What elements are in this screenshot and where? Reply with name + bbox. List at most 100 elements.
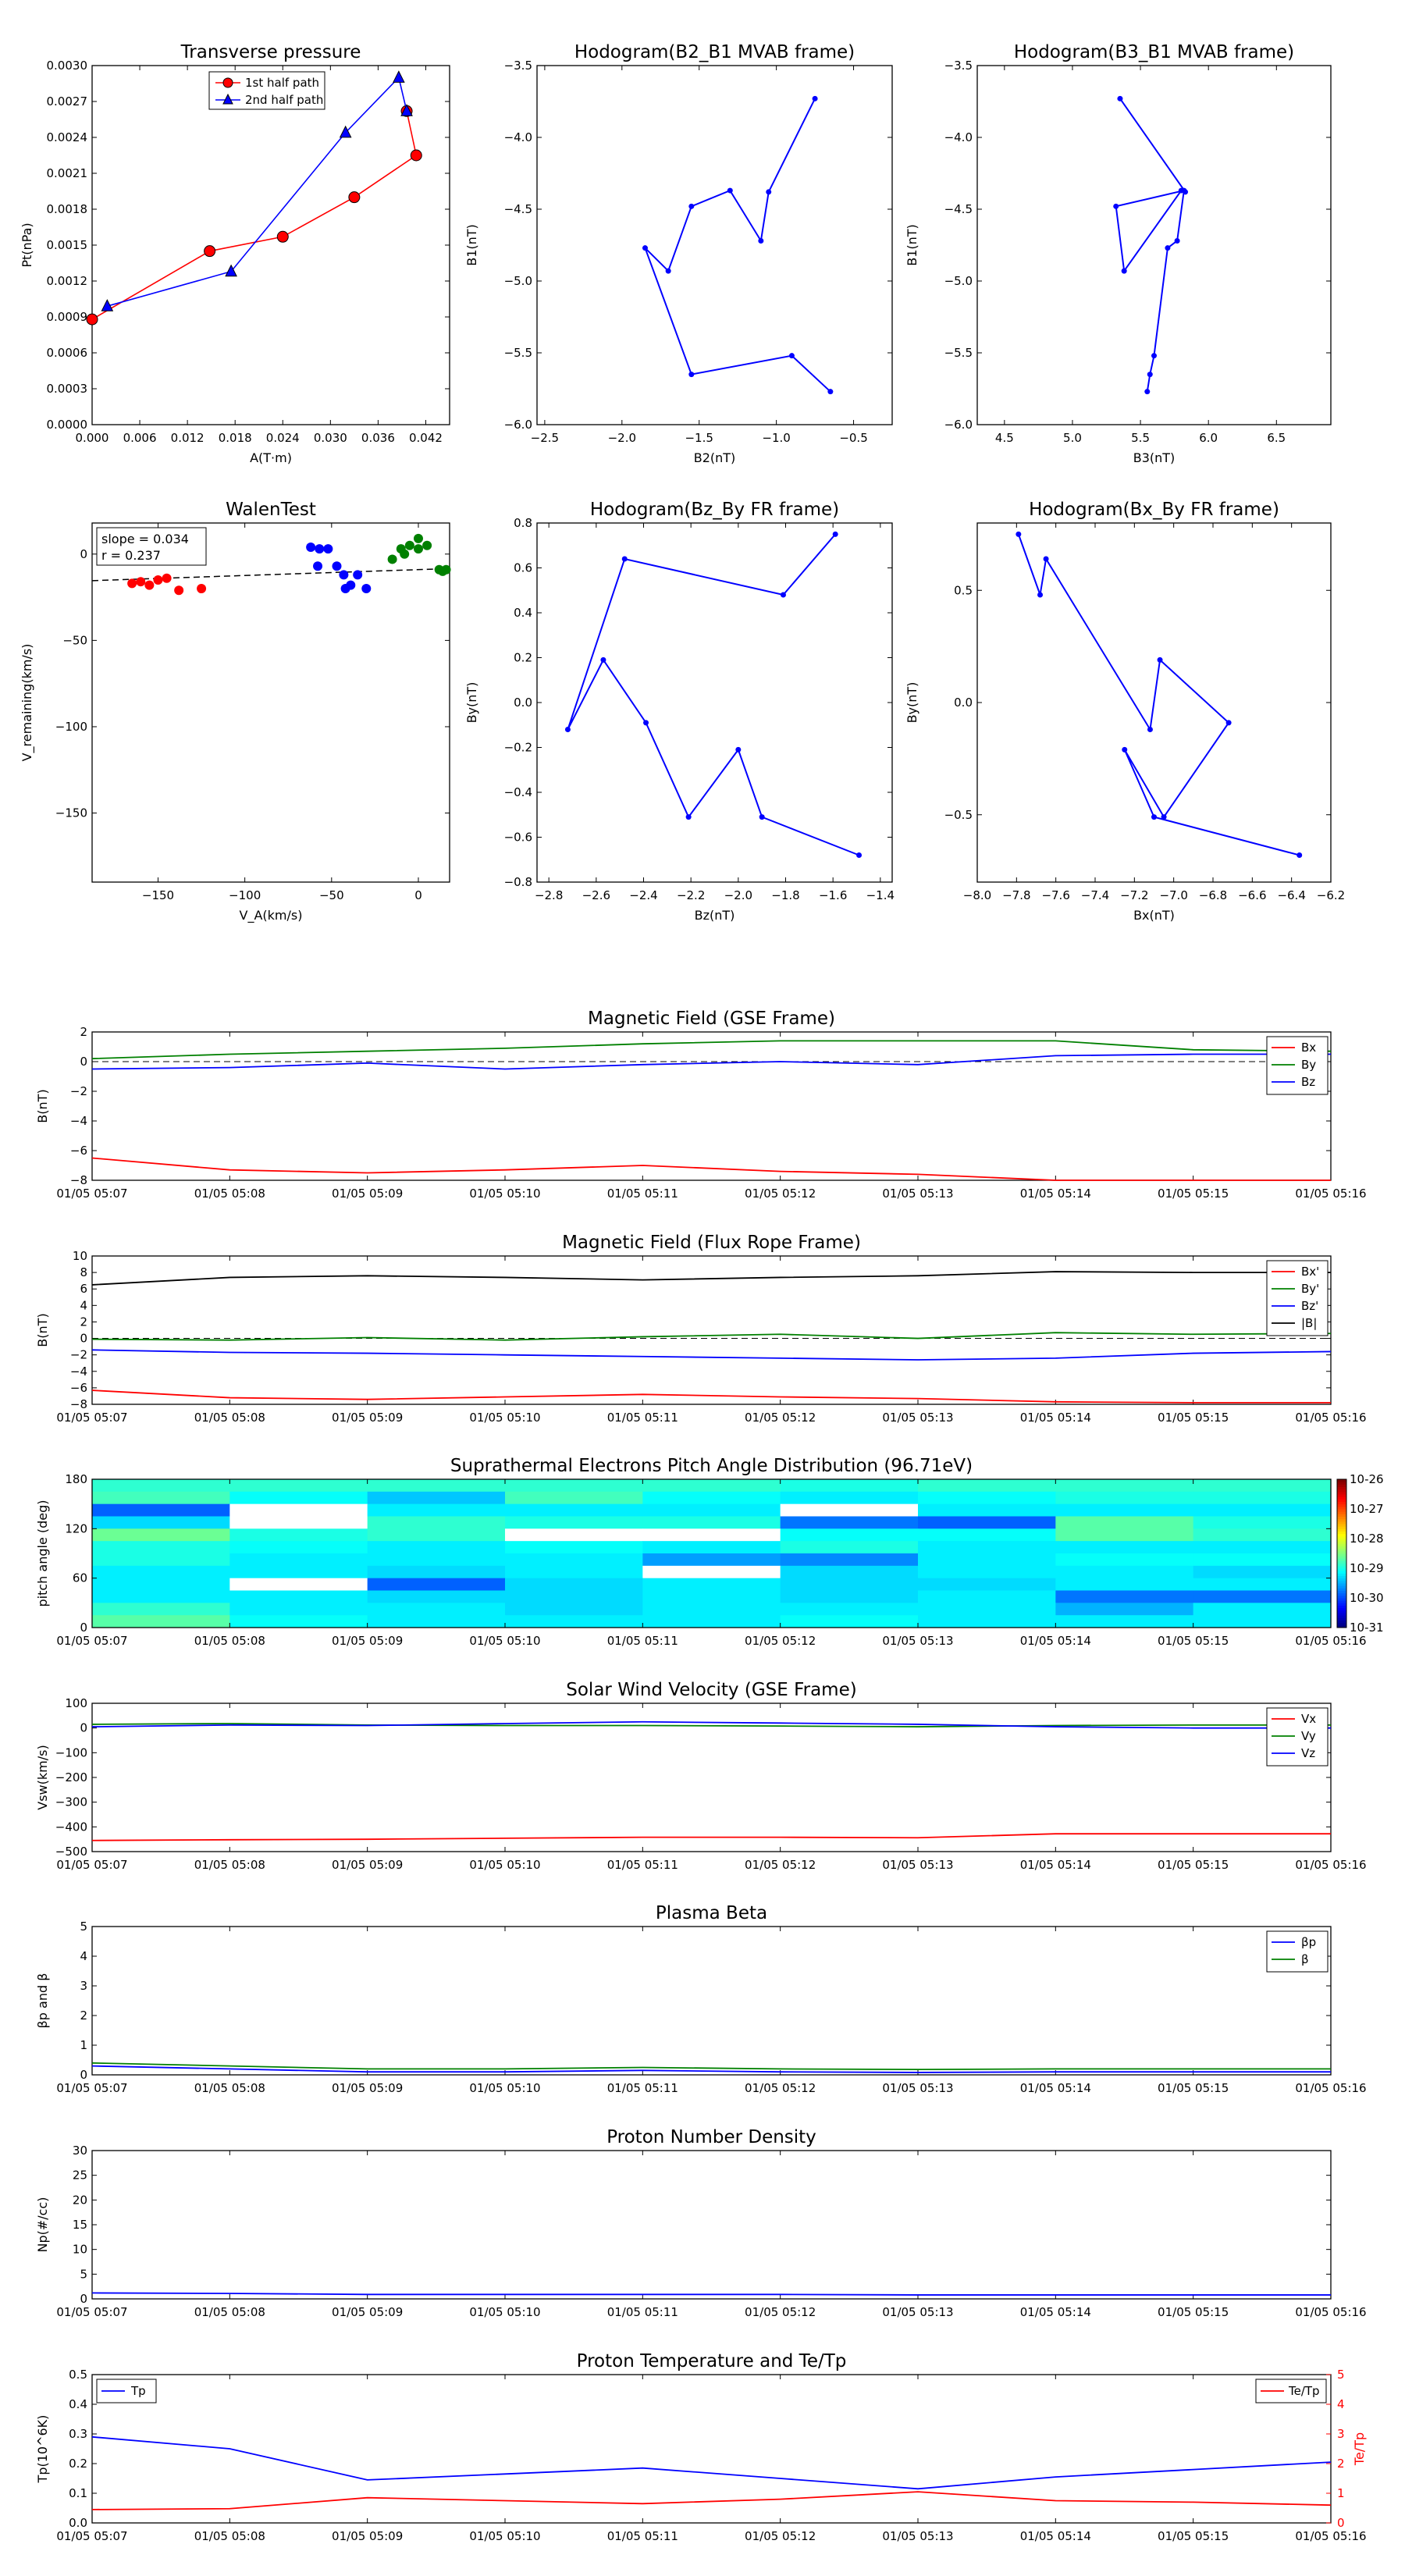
- time-tick-label: 01/05 05:15: [1158, 2081, 1229, 2095]
- colorbar-band: [1337, 1615, 1346, 1618]
- time-tick-label: 01/05 05:10: [469, 2081, 540, 2095]
- colorbar-band: [1337, 1598, 1346, 1601]
- panel-walen: WalenTest −150 −100 −50 0 −150 −100 −50 0 V_A(km/…: [20, 500, 451, 923]
- heatmap-cell: [1055, 1479, 1194, 1493]
- panel-h31: Hodogram(B3_B1 MVAB frame) 4.5 5.0 5.5 6.0 6.…: [905, 42, 1332, 465]
- series-point: [339, 125, 352, 138]
- hodogram-point: [1121, 268, 1127, 274]
- y-tick-label: 0: [80, 1055, 87, 1069]
- y-tick-label: 0.0027: [47, 94, 88, 109]
- hodogram-line: [567, 533, 859, 856]
- walen-point: [174, 585, 184, 596]
- time-tick-label: 01/05 05:14: [1020, 2529, 1091, 2543]
- heatmap-cell: [642, 1528, 781, 1542]
- hodogram-point: [812, 95, 818, 101]
- y-axis-label: V_remaining(km/s): [20, 644, 35, 762]
- heatmap-cell: [229, 1503, 368, 1517]
- heatmap-cell: [918, 1615, 1056, 1628]
- hodogram-point: [665, 268, 671, 274]
- walen-point: [127, 578, 137, 589]
- time-tick-label: 01/05 05:16: [1295, 1634, 1366, 1648]
- hodogram-point: [766, 189, 772, 195]
- heatmap-cell: [780, 1541, 919, 1554]
- walen-point: [315, 544, 325, 554]
- heatmap-cell: [1193, 1528, 1332, 1542]
- colorbar-band: [1337, 1491, 1346, 1495]
- series-line: [91, 111, 418, 320]
- y-tick-label: 10: [73, 1249, 87, 1263]
- time-tick-label: 01/05 05:15: [1158, 1187, 1229, 1201]
- time-tick-label: 01/05 05:15: [1158, 1858, 1229, 1872]
- hodogram-point: [600, 656, 606, 663]
- heatmap-cell: [229, 1541, 368, 1554]
- colorbar-band: [1337, 1516, 1346, 1520]
- panel-beta: Plasma Beta 01/05 05:07 01/05 05:08 01/05 0…: [35, 1903, 1367, 2095]
- time-tick-label: 01/05 05:08: [194, 1634, 265, 1648]
- hodogram-line: [1017, 534, 1300, 856]
- plot-frame: [91, 1478, 1332, 1628]
- heatmap-cell: [229, 1578, 368, 1591]
- y-tick-label: −500: [55, 1845, 87, 1859]
- heatmap-cell: [780, 1516, 919, 1529]
- panel-tp: Transverse pressure 0.000 0.006 0.012 0.018 0…: [20, 42, 450, 465]
- time-tick-label: 01/05 05:09: [332, 1634, 403, 1648]
- y-tick-label: 0.0012: [47, 274, 88, 288]
- legend-label: 2nd half path: [245, 93, 323, 107]
- time-tick-label: 01/05 05:12: [745, 1634, 816, 1648]
- time-tick-label: 01/05 05:10: [469, 1411, 540, 1425]
- heatmap-cell: [229, 1615, 368, 1628]
- y-tick-label: 5: [80, 2267, 87, 2281]
- time-tick-label: 01/05 05:13: [882, 1634, 953, 1648]
- hodogram-point: [1037, 592, 1044, 598]
- y-tick-label: 0.8: [514, 516, 532, 530]
- hodogram-point: [1144, 389, 1151, 395]
- hodogram-point: [1161, 814, 1167, 820]
- y-tick-label: −8: [70, 1397, 87, 1411]
- hodogram-point: [758, 237, 764, 244]
- legend-label: Bz: [1301, 1075, 1315, 1089]
- walen-point: [197, 584, 207, 594]
- heatmap-cell: [367, 1479, 506, 1493]
- time-tick-label: 01/05 05:07: [56, 2081, 127, 2095]
- time-tick-label: 01/05 05:07: [56, 2305, 127, 2319]
- series-point: [410, 149, 422, 162]
- x-tick-label: −7.4: [1081, 888, 1109, 902]
- time-tick-label: 01/05 05:09: [332, 2529, 403, 2543]
- y-tick-label: 0: [80, 2292, 87, 2306]
- heatmap-cell: [1193, 1516, 1332, 1529]
- y-tick-label: 3: [80, 1979, 87, 1993]
- heatmap-cell: [780, 1528, 919, 1542]
- r-label: r = 0.237: [101, 548, 161, 563]
- y-tick-label: −300: [55, 1795, 87, 1809]
- x-axis-label: Bz(nT): [695, 908, 735, 923]
- y-tick-label: 0.0024: [47, 130, 88, 144]
- y2-tick-label: 2: [1337, 2457, 1345, 2471]
- y-tick-label: 180: [65, 1472, 87, 1486]
- panel-hfr2: Hodogram(Bx_By FR frame) −8.0 −7.8 −7.6 −7.4…: [905, 500, 1345, 923]
- colorbar-tick-label: 10-29: [1350, 1561, 1384, 1575]
- y-tick-label: −4.5: [504, 202, 532, 216]
- y-tick-label: −4.5: [944, 202, 973, 216]
- heatmap-cell: [1055, 1541, 1194, 1554]
- time-tick-label: 01/05 05:07: [56, 1634, 127, 1648]
- y-tick-label: 0.0003: [47, 382, 88, 396]
- hodogram-point: [1151, 353, 1157, 359]
- panel-hfr1: Hodogram(Bz_By FR frame) −2.8 −2.6 −2.4 −2.2…: [464, 500, 895, 923]
- heatmap-cell: [505, 1541, 643, 1554]
- heatmap-cell: [367, 1516, 506, 1529]
- hodogram-point: [1151, 814, 1157, 820]
- x-tick-label: −100: [229, 888, 261, 902]
- heatmap-cell: [92, 1491, 230, 1505]
- heatmap-cell: [367, 1615, 506, 1628]
- y-tick-label: −150: [55, 806, 87, 820]
- y-tick-label: 0.0021: [47, 166, 88, 180]
- legend-box: [1266, 1707, 1329, 1767]
- x-tick-label: −7.6: [1041, 888, 1069, 902]
- hodogram-point: [1157, 656, 1163, 663]
- x-tick-label: −2.0: [608, 431, 636, 445]
- y-axis-label: By(nT): [464, 682, 479, 724]
- y-tick-label: 5: [80, 1920, 87, 1934]
- legend-label: Vy: [1301, 1729, 1316, 1743]
- y-tick-label: −6.0: [504, 418, 532, 432]
- y-tick-label: −6: [70, 1144, 87, 1158]
